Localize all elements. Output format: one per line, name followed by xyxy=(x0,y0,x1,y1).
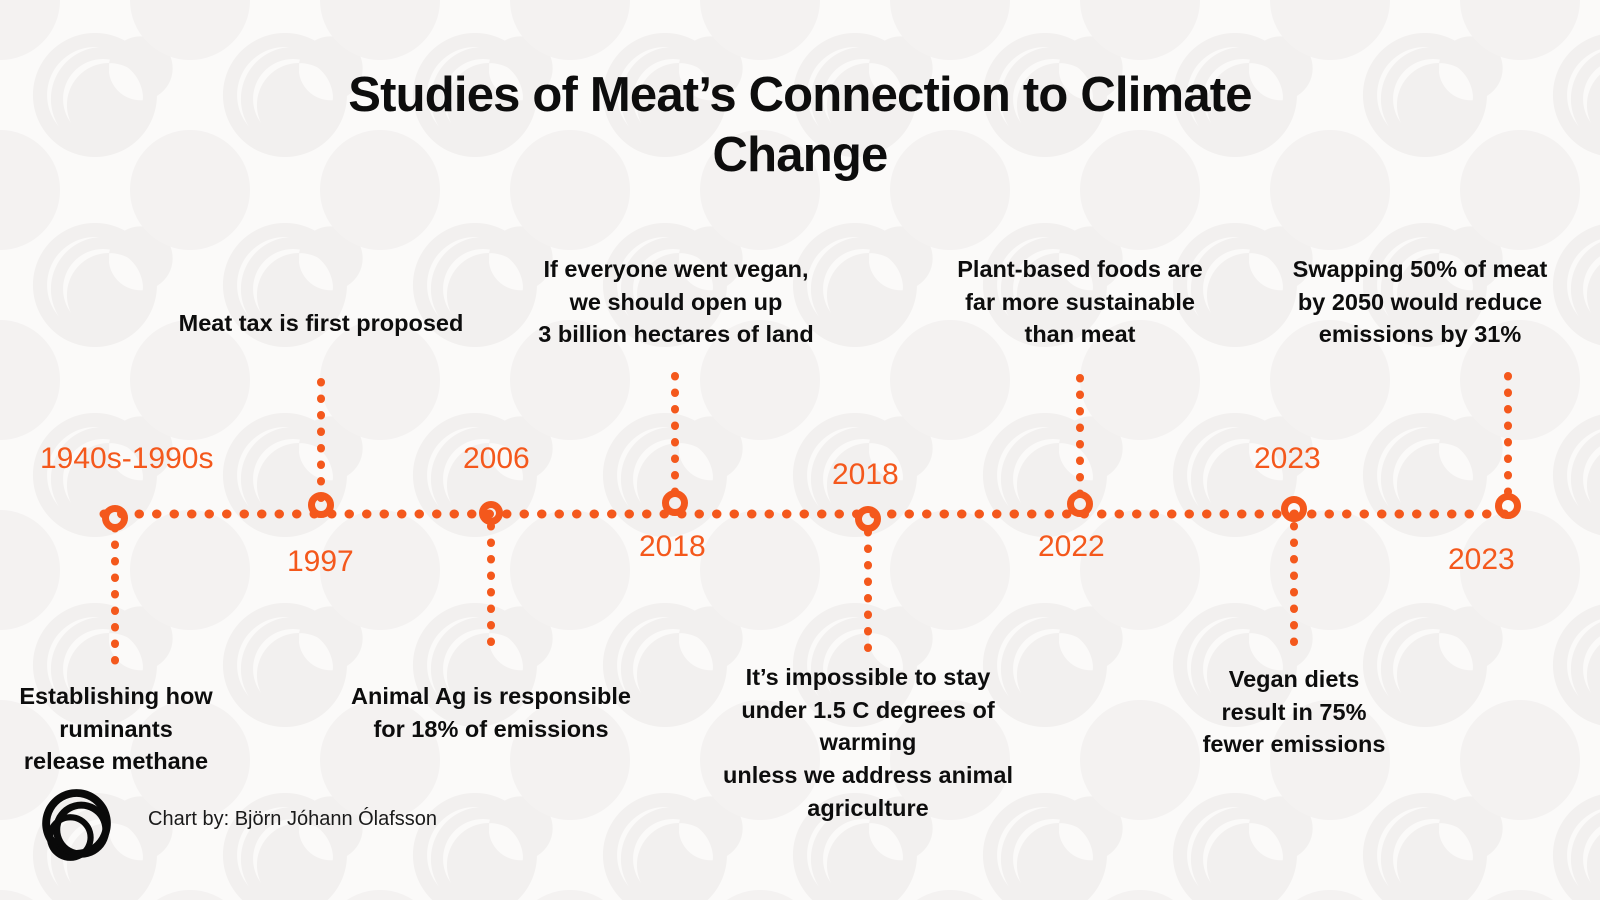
timeline-node-7 xyxy=(1495,493,1521,519)
timeline-node-1 xyxy=(308,492,334,518)
chart-credit: Chart by: Björn Jóhann Ólafsson xyxy=(148,808,438,830)
timeline-caption-0: Establishing how ruminants release metha… xyxy=(19,683,213,775)
timeline-year-label-7: 2023 xyxy=(1448,543,1515,576)
timeline-caption-1: Meat tax is first proposed xyxy=(178,310,464,336)
timeline-node-6 xyxy=(1281,496,1307,522)
timeline-year-label-0: 1940s-1990s xyxy=(40,442,214,475)
timeline-year-label-3: 2018 xyxy=(639,530,706,563)
timeline-node-3 xyxy=(662,490,688,516)
timeline-caption-3: If everyone went vegan, we should open u… xyxy=(538,256,814,348)
timeline-year-label-1: 1997 xyxy=(287,545,354,578)
timeline-node-4 xyxy=(855,506,881,532)
timeline-caption-7: Swapping 50% of meat by 2050 would reduc… xyxy=(1292,256,1548,348)
timeline-caption-5: Plant-based foods are far more sustainab… xyxy=(957,256,1203,348)
timeline-year-label-5: 2022 xyxy=(1038,530,1105,563)
timeline-node-5 xyxy=(1067,491,1093,517)
page-title: Studies of Meat’s Connection to Climate … xyxy=(348,68,1252,182)
nested-arcs-logo-icon xyxy=(42,789,111,861)
timeline-node-2 xyxy=(479,501,503,525)
timeline-year-label-4: 2018 xyxy=(832,458,899,491)
timeline-year-label-6: 2023 xyxy=(1254,442,1321,475)
timeline-caption-2: Animal Ag is responsible for 18% of emis… xyxy=(351,683,631,742)
timeline-year-label-2: 2006 xyxy=(463,442,530,475)
timeline-caption-6: Vegan diets result in 75% fewer emission… xyxy=(1202,666,1386,758)
timeline-caption-4: It’s impossible to stay under 1.5 C degr… xyxy=(723,664,1013,821)
timeline-node-0 xyxy=(102,505,128,531)
